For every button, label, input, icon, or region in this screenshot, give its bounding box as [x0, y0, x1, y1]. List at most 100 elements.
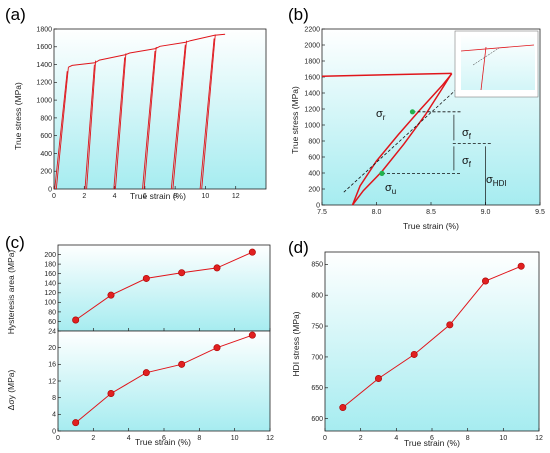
x-tick-label: 2 — [82, 193, 86, 200]
x-tick-label: 4 — [113, 193, 117, 200]
hysteresis-area-series-marker — [107, 291, 115, 299]
axis-ylabel-b: True stress (MPa) — [290, 86, 300, 154]
y-tick-label: 1400 — [304, 90, 320, 97]
y-tick-label: 600 — [40, 133, 52, 140]
delta-sigma-y-series-marker — [178, 360, 186, 368]
x-tick-label: 7.5 — [317, 209, 327, 216]
annotation-sigma-f-2-text: σ — [462, 155, 469, 167]
x-tick-label: 9.5 — [535, 209, 545, 216]
y-tick-label: 400 — [40, 151, 52, 158]
x-tick-label: 6 — [162, 435, 166, 442]
hysteresis-area-series-marker — [142, 274, 150, 282]
x-tick-label: 2 — [359, 435, 363, 442]
y-tick-label: 100 — [44, 300, 56, 307]
x-tick-label: 12 — [266, 435, 274, 442]
annotation-sigma-u-text: σ — [385, 182, 392, 194]
axis-xlabel-d: True strain (%) — [404, 438, 460, 448]
unload-line — [201, 34, 216, 190]
x-tick-label: 4 — [127, 435, 131, 442]
panel-label-a: (a) — [5, 5, 26, 24]
y-tick-label: 200 — [40, 169, 52, 176]
y-tick-label: 750 — [311, 323, 323, 330]
y-tick-label: 400 — [308, 170, 320, 177]
hdi-stress-series-marker — [410, 350, 418, 358]
y-tick-label: 24 — [48, 328, 56, 335]
y-tick-label: 200 — [308, 186, 320, 193]
hdi-stress-series-line — [342, 265, 522, 408]
inset-loop-line — [480, 46, 487, 91]
y-tick-label: 60 — [48, 319, 56, 326]
annotation-sigma-r-text: σ — [376, 108, 383, 120]
x-tick-label: 8 — [466, 435, 470, 442]
x-tick-label: 4 — [394, 435, 398, 442]
x-tick-label: 8 — [173, 193, 177, 200]
inset-plot-area — [461, 34, 535, 90]
y-tick-label: 0 — [52, 428, 56, 435]
reload-line — [142, 50, 156, 190]
reload-line — [54, 71, 68, 190]
hysteresis-area-series-marker — [248, 248, 256, 256]
y-tick-label: 1800 — [36, 26, 52, 33]
x-tick-label: 0 — [323, 435, 327, 442]
x-tick-label: 9.0 — [481, 209, 491, 216]
y-tick-label: 1600 — [36, 44, 52, 51]
annotation-sigma-f-1: σf — [462, 127, 472, 141]
plot-background — [58, 331, 270, 431]
hdi-stress-series-marker — [481, 277, 489, 285]
annotation-sigma-r: σr — [376, 108, 386, 122]
annotation-sigma-u: σu — [385, 182, 396, 196]
hdi-stress-series-marker — [339, 404, 347, 412]
elastic-slope-dashed-line — [343, 90, 456, 193]
x-tick-label: 6 — [143, 193, 147, 200]
delta-sigma-y-series-marker — [142, 369, 150, 377]
hysteresis-area-series-line — [75, 251, 253, 321]
inset-curve-line — [460, 44, 535, 52]
x-tick-label: 2 — [91, 435, 95, 442]
y-tick-label: 200 — [44, 252, 56, 259]
axis-ylabel-c-top: Hysteresis area (MPa) — [6, 250, 16, 335]
y-tick-label: 16 — [48, 362, 56, 369]
unload-line — [86, 60, 97, 190]
panel-label-d: (d) — [288, 238, 309, 257]
prior-curve-line — [321, 72, 452, 77]
hdi-stress-series-marker — [374, 375, 382, 383]
annotation-subscript: u — [392, 187, 396, 196]
y-tick-label: 2200 — [304, 26, 320, 33]
axis-ylabel-d: HDI stress (MPa) — [291, 311, 301, 376]
x-tick-label: 10 — [202, 193, 210, 200]
reload-line — [113, 57, 126, 190]
y-tick-label: 180 — [44, 262, 56, 269]
panel-label-c: (c) — [5, 233, 25, 252]
axis-xlabel-a: True strain (%) — [130, 191, 186, 201]
chart-panel-c-top: 60 80 100 120 140 160 180 200 — [44, 244, 271, 332]
x-tick-label: 10 — [231, 435, 239, 442]
x-tick-label: 8.5 — [426, 209, 436, 216]
y-tick-label: 850 — [311, 262, 323, 269]
y-tick-label: 8 — [52, 395, 56, 402]
axis-xlabel-c: True strain (%) — [135, 437, 191, 447]
x-tick-label: 8.0 — [372, 209, 382, 216]
y-tick-label: 600 — [308, 154, 320, 161]
y-tick-label: 800 — [308, 138, 320, 145]
y-tick-label: 12 — [48, 378, 56, 385]
y-tick-label: 20 — [48, 345, 56, 352]
reload-branch-line — [351, 73, 453, 206]
y-tick-label: 1400 — [36, 62, 52, 69]
x-tick-label: 6 — [430, 435, 434, 442]
unload-line — [143, 46, 157, 190]
plot-frame — [53, 28, 267, 190]
plot-background — [54, 29, 266, 189]
delta-sigma-y-series-marker — [107, 389, 115, 397]
annotation-subscript: f — [469, 132, 472, 141]
panel-label-b: (b) — [288, 5, 309, 24]
annotation-sigma-hdi: σHDI — [486, 174, 507, 188]
hysteresis-area-series-marker — [72, 316, 80, 324]
chart-panel-a: 0 200 400 600 800 1000 1200 1400 1600 1800 0 2 4 6 8 10… — [36, 26, 267, 200]
chart-panel-b: 0 200 400 600 800 1000 1200 1400 1600 1800 2000 220… — [304, 26, 545, 216]
y-tick-label: 0 — [316, 202, 320, 209]
y-tick-label: 1200 — [36, 80, 52, 87]
x-tick-label: 10 — [499, 435, 507, 442]
sigma-u-marker — [379, 170, 385, 176]
hysteresis-area-series-marker — [213, 264, 221, 272]
y-tick-label: 800 — [311, 293, 323, 300]
